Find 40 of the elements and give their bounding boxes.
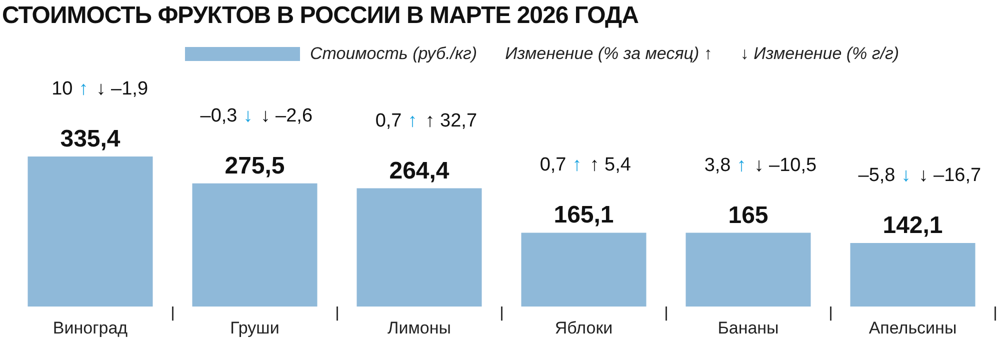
annotation: ↓ –16,7 — [918, 165, 982, 186]
data-label: 165,1 — [554, 202, 614, 229]
x-tick-label: Яблоки — [554, 318, 613, 338]
text: ↑ — [408, 110, 418, 132]
text: ↓ –1,9 — [96, 78, 148, 100]
text: Стоимость (руб./кг) — [310, 44, 478, 64]
x-tick-label: Виноград — [52, 318, 128, 338]
x-tick-label: Груши — [230, 318, 280, 338]
data-label: 275,5 — [224, 152, 285, 180]
annotation: ↑ — [736, 154, 746, 176]
chart-title: СТОИМОСТЬ ФРУКТОВ В РОССИИ В МАРТЕ 2026 ГОДА — [2, 2, 638, 30]
data-label: 142,1 — [882, 212, 943, 240]
text: 0,7 — [375, 110, 402, 132]
data-label: 335,4 — [60, 126, 121, 153]
text: –0,3 — [200, 105, 238, 126]
data-label: 264,4 — [389, 157, 450, 184]
bar — [356, 188, 482, 307]
x-tick-label: Апельсины — [868, 318, 957, 338]
bar — [28, 156, 153, 307]
text: Изменение (% за месяц) ↑ — [505, 44, 712, 64]
annotation: ↓ — [901, 165, 911, 186]
x-tick-label: Лимоны — [388, 318, 451, 338]
annotation: 3,8 — [704, 154, 731, 176]
text: ↓ –2,6 — [260, 105, 313, 126]
data-label: 165 — [728, 202, 768, 229]
annotation: ↓ –10,5 — [754, 154, 817, 176]
annotation: –5,8 — [858, 165, 896, 186]
text: ↓ — [243, 105, 253, 126]
bar — [686, 232, 811, 307]
text: 10 — [52, 78, 73, 100]
bar — [192, 183, 318, 307]
annotation: ↑ — [572, 154, 582, 176]
annotation: 0,7 — [540, 154, 566, 176]
text: ↓ Изменение (% г/г) — [740, 44, 900, 64]
text: ↑ — [78, 78, 88, 100]
text: ↑ 32,7 — [425, 110, 478, 132]
x-tick-label: Бананы — [718, 318, 779, 338]
bar — [521, 232, 646, 307]
bar — [850, 243, 976, 307]
annotation: ↑ 5,4 — [590, 154, 632, 176]
